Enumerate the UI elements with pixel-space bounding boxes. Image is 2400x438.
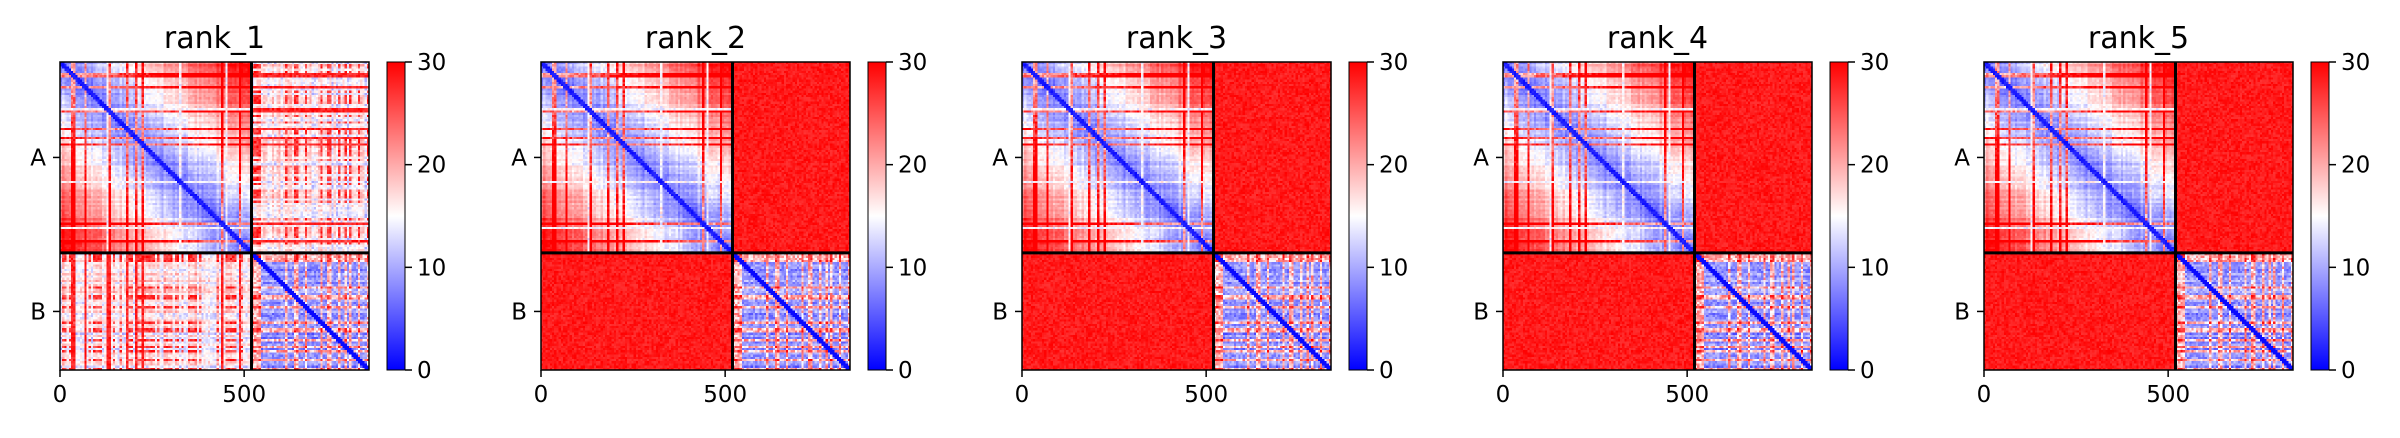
colorbar-tick-label: 20 xyxy=(417,153,446,179)
plot-frame xyxy=(1021,61,1332,371)
panel-title: rank_1 xyxy=(164,21,265,56)
plot-frame xyxy=(59,61,370,371)
panel-rank_1: rank_1 A B 0 500 0 10 20 30 xyxy=(30,21,446,408)
heatmap-image xyxy=(60,62,369,370)
y-tick-label: A xyxy=(1473,145,1489,171)
colorbar-tick-label: 0 xyxy=(1379,358,1394,384)
y-tick-label: A xyxy=(1954,145,1970,171)
y-tick-label: A xyxy=(30,145,46,171)
panel-title: rank_2 xyxy=(645,21,746,56)
colorbar-tick-label: 10 xyxy=(1860,255,1889,281)
y-tick-label: B xyxy=(30,299,46,325)
colorbar xyxy=(2310,61,2330,371)
panel-rank_3: rank_3 A B 0 500 0 10 20 30 xyxy=(992,21,1408,408)
x-tick-label: 500 xyxy=(2146,382,2190,408)
panel-title: rank_4 xyxy=(1607,21,1708,56)
plot-frame xyxy=(1983,61,2294,371)
colorbar-tick-label: 10 xyxy=(898,255,927,281)
colorbar-tick-label: 10 xyxy=(417,255,446,281)
colorbar-tick-label: 10 xyxy=(2341,255,2370,281)
panel-title: rank_5 xyxy=(2088,21,2189,56)
colorbar-tick-label: 30 xyxy=(1379,50,1408,76)
colorbar xyxy=(386,61,406,371)
y-tick-label: B xyxy=(511,299,527,325)
colorbar-tick-label: 20 xyxy=(2341,153,2370,179)
heatmap-image xyxy=(1503,62,1812,370)
x-tick-label: 0 xyxy=(1496,382,1511,408)
colorbar-tick-label: 30 xyxy=(1860,50,1889,76)
y-tick-label: B xyxy=(1954,299,1970,325)
colorbar-tick-label: 30 xyxy=(2341,50,2370,76)
heatmap-image xyxy=(1984,62,2293,370)
colorbar-tick-label: 20 xyxy=(898,153,927,179)
colorbar-tick-label: 20 xyxy=(1860,153,1889,179)
y-tick-label: A xyxy=(992,145,1008,171)
x-tick-label: 500 xyxy=(1184,382,1228,408)
y-tick-label: B xyxy=(1473,299,1489,325)
heatmap-image xyxy=(541,62,850,370)
x-tick-label: 500 xyxy=(222,382,266,408)
x-tick-label: 0 xyxy=(1977,382,1992,408)
colorbar-tick-label: 10 xyxy=(1379,255,1408,281)
x-tick-label: 0 xyxy=(1015,382,1030,408)
x-tick-label: 0 xyxy=(534,382,549,408)
colorbar-tick-label: 30 xyxy=(417,50,446,76)
panel-title: rank_3 xyxy=(1126,21,1227,56)
plot-frame xyxy=(1502,61,1813,371)
colorbar-tick-label: 0 xyxy=(2341,358,2356,384)
panel-rank_4: rank_4 A B 0 500 0 10 20 30 xyxy=(1473,21,1889,408)
colorbar xyxy=(867,61,887,371)
colorbar-tick-label: 0 xyxy=(417,358,432,384)
colorbar-tick-label: 30 xyxy=(898,50,927,76)
x-tick-label: 500 xyxy=(1665,382,1709,408)
heatmap-image xyxy=(1022,62,1331,370)
panel-rank_5: rank_5 A B 0 500 0 10 20 30 xyxy=(1954,21,2370,408)
y-tick-label: A xyxy=(511,145,527,171)
plot-frame xyxy=(540,61,851,371)
colorbar-tick-label: 0 xyxy=(898,358,913,384)
y-tick-label: B xyxy=(992,299,1008,325)
colorbar xyxy=(1348,61,1368,371)
panel-rank_2: rank_2 A B 0 500 0 10 20 30 xyxy=(511,21,927,408)
colorbar-tick-label: 0 xyxy=(1860,358,1875,384)
x-tick-label: 0 xyxy=(53,382,68,408)
colorbar-tick-label: 20 xyxy=(1379,153,1408,179)
x-tick-label: 500 xyxy=(703,382,747,408)
colorbar xyxy=(1829,61,1849,371)
